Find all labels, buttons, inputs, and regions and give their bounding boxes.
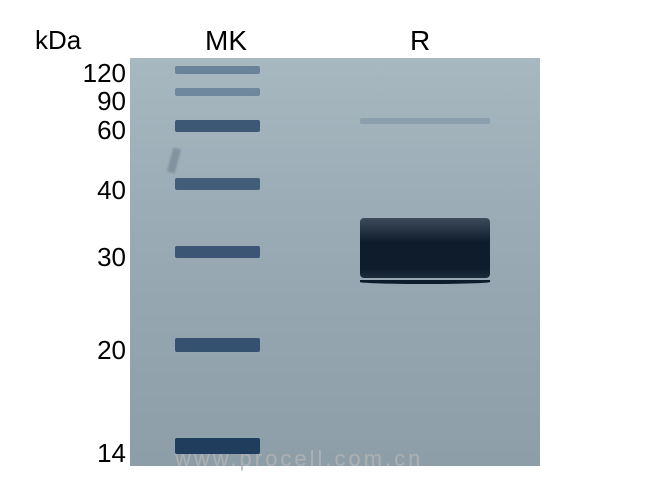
tick-30: 30 bbox=[97, 242, 126, 273]
tick-20: 20 bbox=[97, 335, 126, 366]
marker-band bbox=[175, 338, 260, 352]
sample-band-edge bbox=[360, 280, 490, 284]
marker-band bbox=[175, 120, 260, 132]
marker-band bbox=[175, 66, 260, 74]
lane-label-marker: MK bbox=[205, 25, 247, 57]
sample-band-faint bbox=[360, 118, 490, 124]
unit-label: kDa bbox=[35, 25, 81, 56]
tick-14: 14 bbox=[97, 438, 126, 469]
marker-band bbox=[175, 246, 260, 258]
watermark: www.procell.com.cn bbox=[175, 446, 423, 472]
marker-band bbox=[175, 178, 260, 190]
tick-120: 120 bbox=[83, 58, 126, 89]
marker-lane bbox=[175, 58, 260, 466]
sample-lane bbox=[360, 58, 490, 466]
tick-90: 90 bbox=[97, 86, 126, 117]
sample-band-main bbox=[360, 218, 490, 278]
tick-60: 60 bbox=[97, 115, 126, 146]
marker-band bbox=[175, 88, 260, 96]
gel-area bbox=[130, 58, 540, 466]
tick-40: 40 bbox=[97, 175, 126, 206]
lane-label-sample: R bbox=[410, 25, 430, 57]
